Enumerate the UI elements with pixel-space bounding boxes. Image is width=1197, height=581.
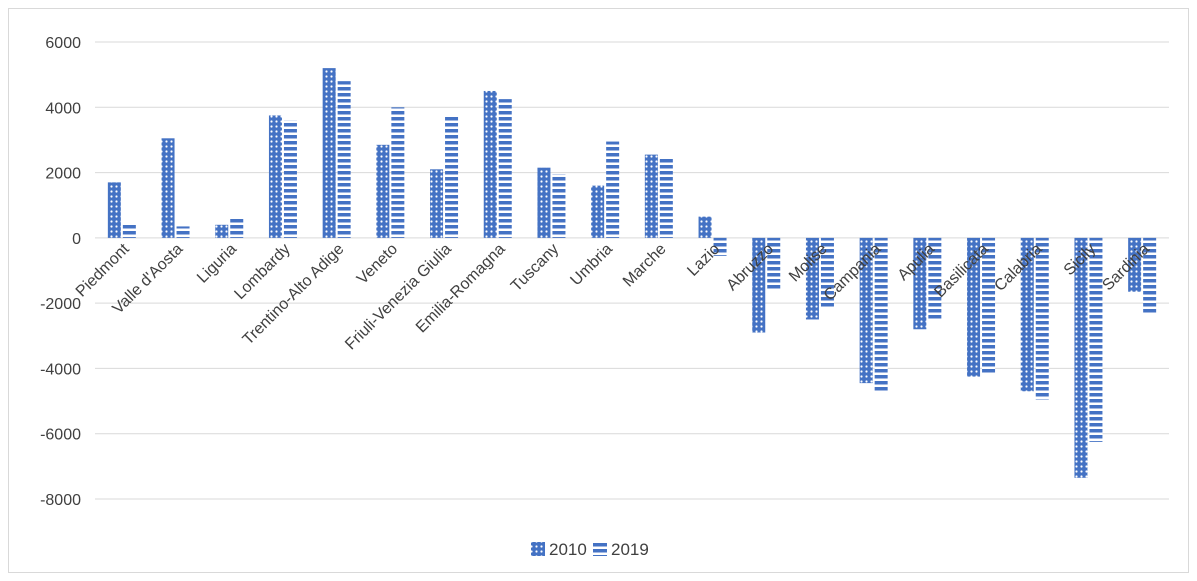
y-tick-label: 2000 [45, 166, 81, 183]
bar-2019-sardinia [1143, 237, 1157, 315]
bar-2019-trentino-alto-adige [337, 81, 351, 238]
bar-2019-basilicata [982, 237, 996, 374]
legend: 2010 2019 [531, 540, 649, 559]
bar-2019-calabria [1035, 237, 1049, 400]
bar-2019-molise [820, 237, 834, 309]
bar-2010-sicily [1074, 237, 1088, 478]
bar-2010-lombardy [268, 115, 282, 238]
bar-2010-sardinia [1128, 237, 1142, 292]
bar-2019-lazio [713, 237, 727, 256]
category-label: Liguria [194, 241, 240, 287]
bar-2010-campania [859, 237, 873, 384]
chart-frame: 6000 4000 2000 0 -2000 -4000 -6000 -8000 Piedmo… [8, 8, 1189, 573]
bar-2019-friuli-venezia-giulia [445, 115, 459, 238]
bar-2019-lombardy [283, 120, 297, 238]
bar-2010-emilia-romagna [483, 90, 497, 238]
bar-2010-abruzzo [752, 237, 766, 333]
bar-2019-tuscany [552, 174, 566, 238]
bar-2019-umbria [606, 141, 620, 238]
bar-2010-valle-d-aosta [161, 138, 175, 238]
bar-2010-friuli-venezia-giulia [430, 169, 444, 238]
category-label: Trentino-Alto Adige [240, 241, 348, 349]
legend-swatch-2019 [593, 542, 607, 556]
legend-label-2019: 2019 [611, 540, 649, 559]
y-tick-label: 4000 [45, 100, 81, 117]
bar-2019-emilia-romagna [498, 99, 512, 238]
bar-2010-tuscany [537, 167, 551, 238]
legend-swatch-2010 [531, 542, 545, 556]
bar-2019-veneto [391, 107, 405, 238]
category-label: Friuli-Venezia Giulia [342, 241, 455, 354]
bar-2019-sicily [1089, 237, 1103, 442]
bar-2019-valle-d-aosta [176, 226, 190, 238]
category-label: Marche [620, 241, 670, 291]
category-label: Tuscany [508, 241, 562, 295]
bars [107, 68, 1157, 478]
bar-2010-marche [644, 154, 658, 238]
bar-2019-abruzzo [767, 237, 781, 291]
y-tick-label: 6000 [45, 35, 81, 52]
category-label: Veneto [354, 241, 401, 288]
y-tick-label: 0 [72, 231, 81, 248]
legend-label-2010: 2010 [549, 540, 587, 559]
bar-2010-piedmont [107, 182, 121, 238]
bar-2019-piedmont [122, 223, 136, 238]
y-tick-label: -8000 [40, 492, 81, 509]
bar-2019-apulia [928, 237, 942, 320]
bar-2010-basilicata [967, 237, 981, 377]
y-axis-ticks: 6000 4000 2000 0 -2000 -4000 -6000 -8000 [40, 35, 81, 509]
category-label: Umbria [567, 241, 616, 290]
bar-2010-liguria [215, 224, 229, 238]
y-tick-label: -6000 [40, 427, 81, 444]
bar-2019-liguria [230, 218, 244, 238]
bar-2010-lazio [698, 216, 712, 238]
bar-2019-campania [874, 237, 888, 392]
bar-2010-apulia [913, 237, 927, 330]
bar-2019-marche [659, 157, 673, 238]
bar-2010-molise [805, 237, 819, 320]
bar-2010-calabria [1020, 237, 1034, 392]
bar-2010-umbria [591, 185, 605, 238]
y-tick-label: -2000 [40, 296, 81, 313]
bar-2010-veneto [376, 144, 390, 238]
y-tick-label: -4000 [40, 361, 81, 378]
bar-2010-trentino-alto-adige [322, 68, 336, 238]
